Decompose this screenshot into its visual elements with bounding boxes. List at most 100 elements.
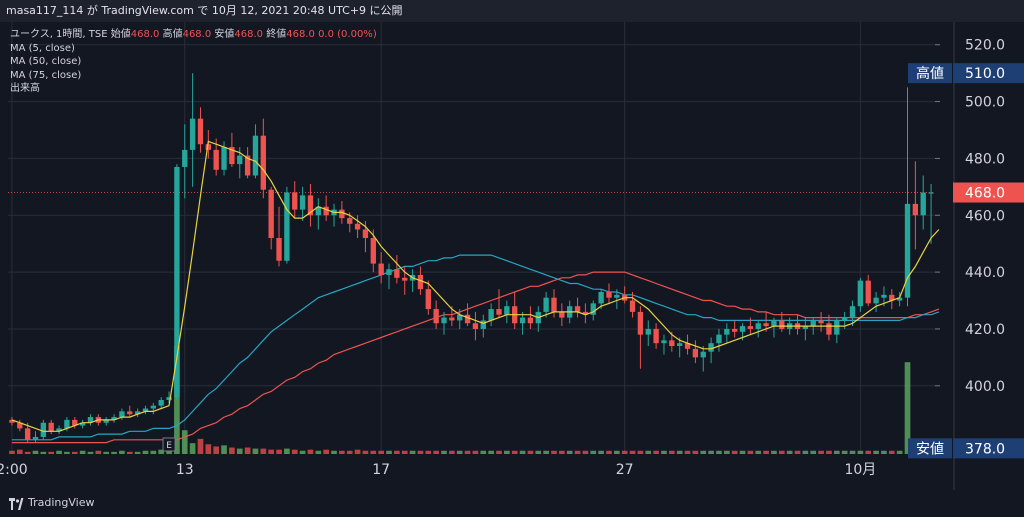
volume-bar bbox=[629, 450, 636, 454]
high-price-tag-label: 高値 bbox=[916, 65, 944, 82]
low-price-tag-label-background bbox=[908, 438, 952, 459]
volume-bar bbox=[197, 438, 204, 454]
candle-body bbox=[182, 149, 188, 167]
candle-body bbox=[299, 195, 306, 210]
volume-bar bbox=[150, 450, 157, 454]
volume-bar bbox=[299, 450, 306, 454]
close-value: 468.0 bbox=[286, 29, 315, 40]
volume-bar bbox=[291, 449, 298, 454]
volume-bar bbox=[527, 450, 534, 454]
candle-body bbox=[197, 118, 204, 145]
volume-bar bbox=[684, 450, 691, 454]
indicator-ma50[interactable]: MA (50, close) bbox=[10, 56, 82, 67]
volume-bar bbox=[87, 451, 94, 454]
price-chart[interactable]: 400.0 420.0 440.0 460.0 480.0 500.0 520.0 2:00 1… bbox=[0, 22, 1024, 490]
low-value: 468.0 bbox=[234, 29, 264, 40]
volume-bar bbox=[32, 450, 39, 454]
volume-bar bbox=[95, 450, 102, 454]
volume-bar bbox=[731, 450, 738, 454]
candle-body bbox=[433, 309, 439, 324]
volume-bar bbox=[574, 450, 581, 454]
candle-body bbox=[732, 328, 738, 332]
volume-bar bbox=[692, 450, 699, 454]
candle-body bbox=[284, 192, 290, 261]
volume-bar bbox=[700, 450, 707, 454]
candle-body bbox=[543, 297, 549, 312]
volume-bar bbox=[865, 450, 872, 454]
candle-body bbox=[315, 206, 321, 216]
legend-symbol-line: ユークス, 1時間, TSE 始値468.0 高値468.0 安値468.0 終… bbox=[10, 28, 377, 42]
indicator-volume[interactable]: 出来高 bbox=[10, 83, 40, 94]
candle-body bbox=[370, 238, 376, 264]
candle-body bbox=[598, 292, 604, 304]
volume-bar bbox=[896, 450, 903, 454]
candle-body bbox=[127, 411, 133, 415]
volume-bar bbox=[771, 450, 777, 454]
volume-bar bbox=[747, 450, 754, 454]
candle-body bbox=[724, 328, 730, 335]
tradingview-logo-icon bbox=[9, 498, 24, 510]
volume-bar bbox=[668, 450, 675, 454]
x-tick-label: 17 bbox=[372, 462, 390, 478]
volume-bar bbox=[189, 443, 196, 454]
candle-body bbox=[292, 192, 298, 210]
volume-bar bbox=[323, 449, 329, 454]
volume-bar bbox=[904, 362, 911, 454]
candle-body bbox=[865, 280, 871, 304]
candle-body bbox=[111, 417, 117, 420]
last-price-tag-value: 468.0 bbox=[965, 186, 1005, 202]
volume-bar bbox=[394, 450, 400, 454]
volume-bar bbox=[9, 450, 15, 454]
candle-body bbox=[928, 192, 934, 194]
volume-bar bbox=[723, 450, 730, 454]
candle-body bbox=[574, 306, 581, 312]
candle-body bbox=[213, 149, 219, 170]
volume-bar bbox=[480, 450, 487, 454]
volume-bar bbox=[425, 450, 432, 454]
volume-bar bbox=[857, 450, 864, 454]
volume-bar bbox=[205, 444, 212, 454]
volume-bar bbox=[181, 430, 188, 454]
volume-bar bbox=[236, 448, 243, 454]
candle-body bbox=[244, 155, 251, 176]
candle-body bbox=[896, 297, 903, 301]
candle-body bbox=[268, 189, 274, 238]
volume-bar bbox=[833, 450, 840, 454]
candle-body bbox=[87, 417, 94, 423]
candle-body bbox=[276, 238, 282, 261]
high-value: 468.0 bbox=[182, 29, 212, 40]
candle-body bbox=[857, 280, 864, 307]
candle-body bbox=[347, 218, 353, 224]
candle-body bbox=[669, 340, 675, 346]
volume-bar bbox=[590, 450, 597, 454]
candle-body bbox=[457, 314, 463, 321]
candle-body bbox=[834, 320, 840, 335]
candle-body bbox=[504, 306, 510, 315]
candle-body bbox=[559, 311, 565, 318]
volume-bar bbox=[551, 450, 557, 454]
y-tick-label: 420.0 bbox=[965, 322, 1005, 338]
candle-body bbox=[527, 317, 534, 324]
volume-bar bbox=[456, 450, 463, 454]
volume-bar bbox=[708, 450, 714, 454]
candle-body bbox=[394, 269, 400, 278]
volume-bar bbox=[213, 446, 220, 454]
indicator-ma75[interactable]: MA (75, close) bbox=[10, 69, 82, 81]
candle-body bbox=[64, 419, 70, 429]
chart-background bbox=[0, 22, 1024, 490]
candle-body bbox=[237, 155, 243, 165]
candle-body bbox=[119, 411, 125, 418]
candle-body bbox=[841, 317, 848, 321]
x-tick-label: 10月 bbox=[844, 462, 876, 478]
indicator-ma5[interactable]: MA (5, close) bbox=[10, 42, 75, 54]
candle-body bbox=[48, 422, 54, 432]
volume-bar bbox=[888, 450, 895, 454]
volume-bar bbox=[268, 449, 275, 454]
candle-body bbox=[386, 269, 392, 275]
volume-bar bbox=[119, 450, 125, 454]
volume-bar bbox=[535, 450, 542, 454]
candle-body bbox=[802, 326, 809, 329]
y-tick-label: 480.0 bbox=[965, 151, 1005, 167]
volume-bar bbox=[614, 450, 620, 454]
volume-bar bbox=[229, 447, 235, 454]
